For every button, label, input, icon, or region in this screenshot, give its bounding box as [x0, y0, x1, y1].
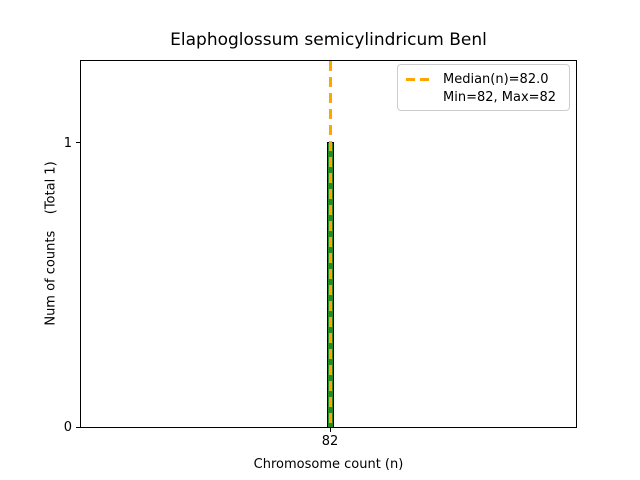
legend-row-minmax: Min=82, Max=82 [406, 88, 561, 106]
legend-handle-spacer [406, 96, 434, 99]
legend-box: Median(n)=82.0 Min=82, Max=82 [397, 64, 570, 111]
x-tick-label-82: 82 [321, 434, 339, 449]
x-axis-label: Chromosome count (n) [253, 457, 404, 472]
plot-area [80, 60, 577, 428]
y-tick-mark-0 [76, 427, 80, 428]
median-dashed-line-icon [406, 77, 434, 81]
chart-title: Elaphoglossum semicylindricum Benl [170, 30, 487, 50]
median-line [329, 61, 332, 427]
y-tick-label-0: 0 [63, 420, 72, 435]
legend-minmax-label: Min=82, Max=82 [443, 89, 557, 105]
y-tick-label-1: 1 [63, 136, 72, 151]
x-tick-mark-82 [330, 428, 331, 432]
legend-row-median: Median(n)=82.0 [406, 70, 561, 88]
y-tick-mark-1 [76, 142, 80, 143]
legend-median-label: Median(n)=82.0 [443, 71, 549, 87]
